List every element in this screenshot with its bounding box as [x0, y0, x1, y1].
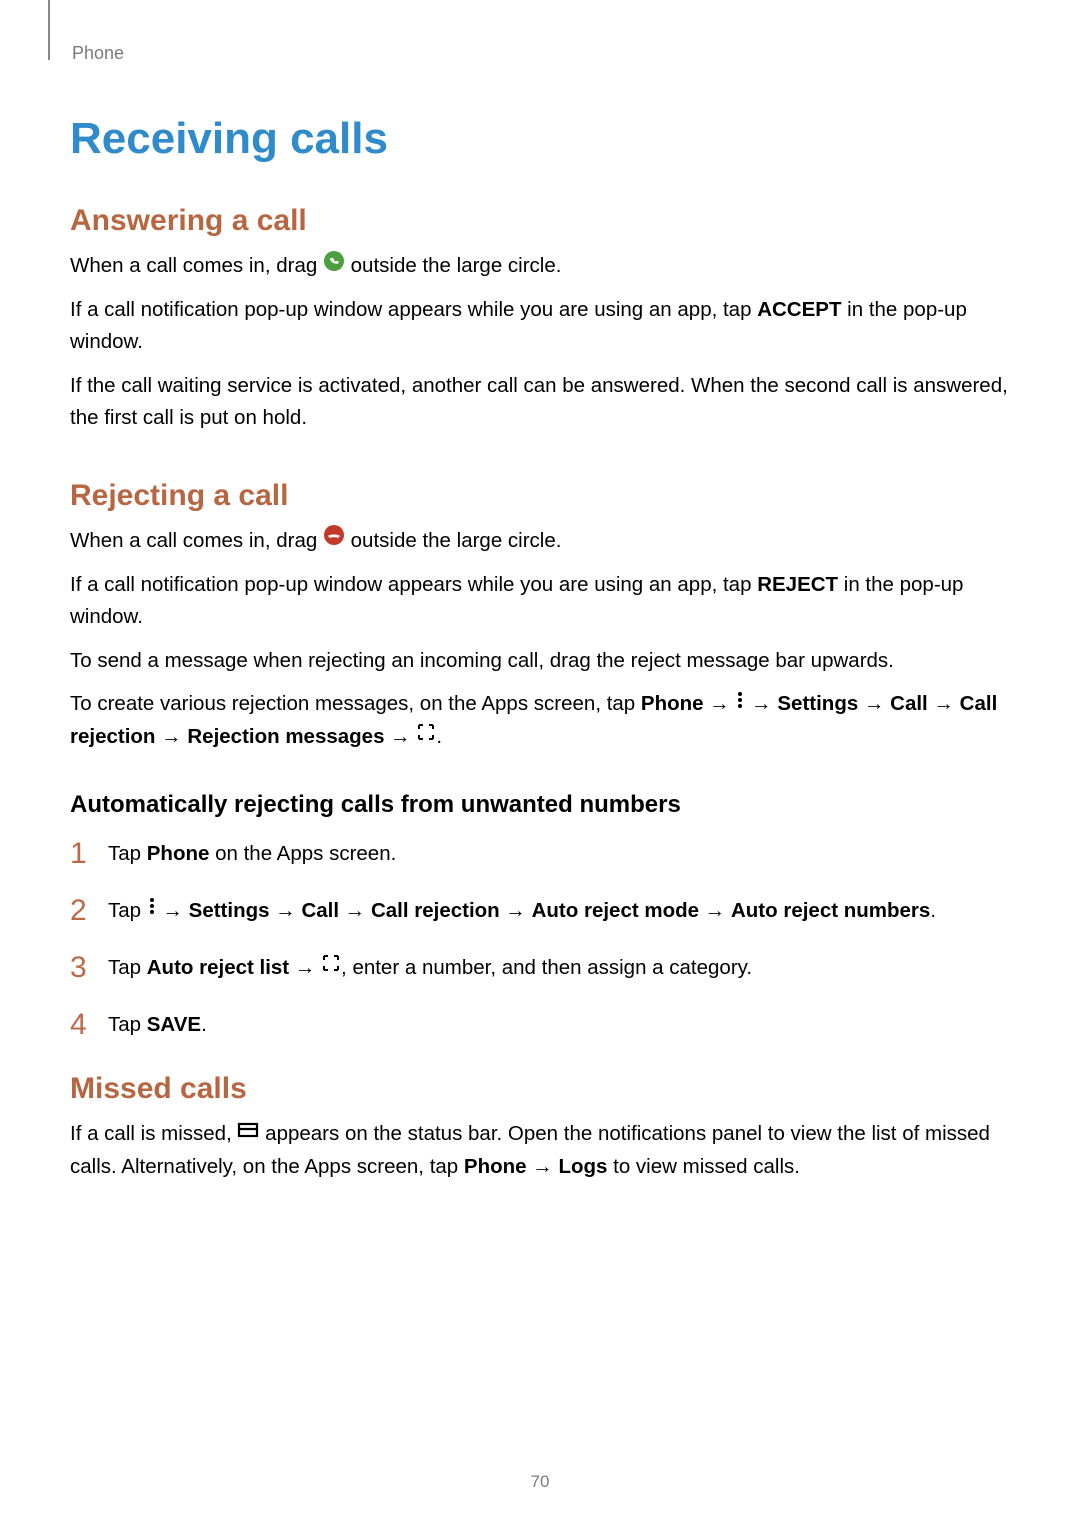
text: to view missed calls.	[607, 1155, 800, 1178]
heading-rejecting: Rejecting a call	[70, 479, 1010, 513]
rejection-messages-label: Rejection messages	[187, 725, 384, 748]
text: .	[201, 1013, 207, 1036]
header-section-label: Phone	[72, 43, 1010, 64]
text: , enter a number, and then assign a cate…	[341, 956, 752, 979]
arrow: →	[928, 692, 960, 715]
phone-label: Phone	[641, 692, 704, 715]
page-title: Receiving calls	[70, 114, 1010, 164]
text: When a call comes in, drag	[70, 529, 323, 552]
arrow: →	[155, 725, 187, 748]
margin-tab	[48, 0, 50, 60]
missed-call-icon	[237, 1118, 259, 1150]
text: If a call notification pop-up window app…	[70, 573, 757, 596]
reject-label: REJECT	[757, 573, 838, 596]
answering-p2: If a call notification pop-up window app…	[70, 294, 1010, 358]
add-icon	[321, 952, 341, 983]
answer-call-icon	[323, 250, 345, 282]
arrow: →	[858, 692, 890, 715]
auto-reject-steps: Tap Phone on the Apps screen. Tap → Sett…	[70, 839, 1010, 1042]
arrow: →	[527, 1155, 559, 1178]
text: on the Apps screen.	[209, 842, 396, 865]
rejecting-p2: If a call notification pop-up window app…	[70, 569, 1010, 633]
auto-reject-list-label: Auto reject list	[147, 956, 289, 979]
rejecting-p4: To create various rejection messages, on…	[70, 688, 1010, 753]
arrow: →	[157, 899, 189, 922]
heading-auto-reject: Automatically rejecting calls from unwan…	[70, 791, 1010, 819]
page-number: 70	[531, 1472, 550, 1492]
accept-label: ACCEPT	[757, 298, 841, 321]
step-2: Tap → Settings → Call → Call rejection →…	[70, 896, 1010, 928]
auto-reject-mode-label: Auto reject mode	[532, 899, 699, 922]
settings-label: Settings	[777, 692, 858, 715]
reject-call-icon	[323, 524, 345, 556]
more-options-icon	[147, 895, 157, 926]
auto-reject-numbers-label: Auto reject numbers	[731, 899, 930, 922]
text: If a call is missed,	[70, 1122, 237, 1145]
text: When a call comes in, drag	[70, 254, 323, 277]
call-rejection-label: Call rejection	[371, 899, 500, 922]
step-1: Tap Phone on the Apps screen.	[70, 839, 1010, 871]
text: Tap	[108, 842, 147, 865]
text: Tap	[108, 899, 147, 922]
rejecting-p3: To send a message when rejecting an inco…	[70, 645, 1010, 677]
phone-label: Phone	[464, 1155, 527, 1178]
settings-label: Settings	[189, 899, 270, 922]
missed-p1: If a call is missed, appears on the stat…	[70, 1118, 1010, 1182]
text: outside the large circle.	[351, 529, 562, 552]
add-icon	[416, 720, 436, 752]
text: Tap	[108, 1013, 147, 1036]
arrow: →	[704, 692, 736, 715]
more-options-icon	[735, 688, 745, 720]
step-3: Tap Auto reject list → , enter a number,…	[70, 953, 1010, 985]
text: .	[436, 725, 442, 748]
call-label: Call	[890, 692, 928, 715]
arrow: →	[699, 899, 731, 922]
text: outside the large circle.	[351, 254, 562, 277]
arrow: →	[384, 725, 416, 748]
call-label: Call	[301, 899, 339, 922]
step-4: Tap SAVE.	[70, 1010, 1010, 1042]
text: If a call notification pop-up window app…	[70, 298, 757, 321]
manual-page: Phone Receiving calls Answering a call W…	[0, 0, 1080, 1527]
arrow: →	[339, 899, 371, 922]
logs-label: Logs	[558, 1155, 607, 1178]
phone-label: Phone	[147, 842, 210, 865]
save-label: SAVE	[147, 1013, 201, 1036]
answering-p1: When a call comes in, drag outside the l…	[70, 250, 1010, 282]
rejecting-p1: When a call comes in, drag outside the l…	[70, 525, 1010, 557]
arrow: →	[289, 956, 321, 979]
arrow: →	[270, 899, 302, 922]
text: Tap	[108, 956, 147, 979]
heading-missed: Missed calls	[70, 1072, 1010, 1106]
arrow: →	[500, 899, 532, 922]
text: .	[930, 899, 936, 922]
heading-answering: Answering a call	[70, 204, 1010, 238]
text: To create various rejection messages, on…	[70, 692, 641, 715]
arrow: →	[745, 692, 777, 715]
answering-p3: If the call waiting service is activated…	[70, 370, 1010, 434]
